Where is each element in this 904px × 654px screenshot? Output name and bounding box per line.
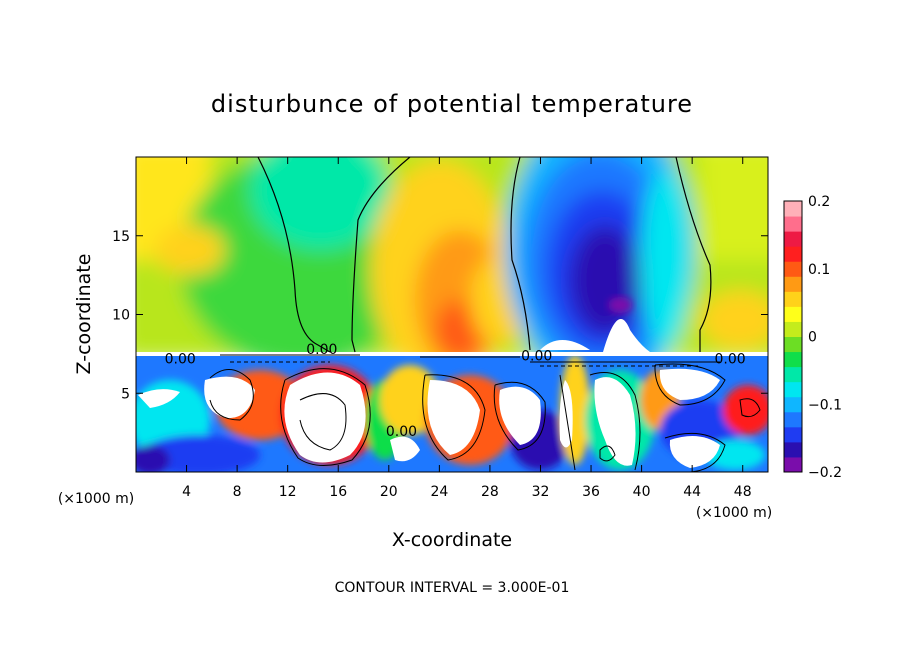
x-tick-label: 28 [481,484,499,500]
y-axis: 5 10 15 [112,229,768,402]
colorbar-swatch [784,246,802,262]
x-tick-label: 12 [279,484,297,500]
x-tick-label: 40 [633,484,651,500]
white-plume [603,319,650,352]
colorbar-swatch [784,366,802,383]
colorbar-swatch [784,336,802,353]
y-tick-label: 15 [112,229,130,245]
inversion-contours [220,354,720,367]
colorbar-swatch [784,441,802,458]
x-tick-label: 44 [683,484,701,500]
contour-label: 0.00 [714,352,745,368]
lower-field [136,355,768,472]
colorbar-swatch [784,261,802,277]
x-tick-label: 20 [380,484,398,500]
colorbar-swatch [784,216,802,232]
z-unit-label: (×1000 m) [58,491,134,507]
min-core [608,297,632,313]
contour-label: 0.00 [386,424,417,440]
contour-label: 0.00 [165,352,196,368]
colorbar-frame [783,200,803,473]
colorbar-tick-label: 0.2 [808,194,830,210]
colorbar-swatch [784,381,802,398]
colorbar-swatch [784,396,802,413]
plot-area [136,157,768,472]
colorbar-tick-label: 0.1 [808,262,830,278]
upper-field [136,157,768,390]
x-tick-label: 4 [182,484,191,500]
x-axis: 4 8 12 16 20 24 28 32 36 40 44 48 [182,157,752,500]
x-tick-label: 8 [233,484,242,500]
zero-contour [257,157,712,353]
colorbar-swatch [784,456,802,473]
colorbar-swatch [784,231,802,247]
x-tick-label: 32 [532,484,550,500]
contour-labels: 0.00 0.00 0.00 0.00 0.00 [165,342,746,440]
colorbar-swatch [784,321,802,337]
colorbar-swatch [784,426,802,443]
x-unit-label: (×1000 m) [696,505,772,521]
colorbar-swatch [784,201,802,217]
colorbar-tick-label: 0 [808,330,817,346]
white-plume-2 [540,340,590,350]
contour-interval-note: CONTOUR INTERVAL = 3.000E-01 [335,580,570,596]
colorbar-swatch [784,276,802,292]
colorbar: 0.2 0.1 0 −0.1 −0.2 [783,194,842,481]
y-tick-label: 5 [121,386,130,402]
colorbar-swatch [784,351,802,368]
chart-title: disturbunce of potential temperature [211,90,693,118]
contour-label: 0.00 [521,348,552,364]
x-axis-label: X-coordinate [392,529,512,551]
inversion-band [136,352,768,356]
y-axis-label: Z-coordinate [73,254,95,375]
y-tick-label: 10 [112,308,130,324]
colorbar-swatch [784,411,802,428]
contour-label: 0.00 [306,342,337,358]
colorbar-tick-label: −0.2 [808,465,842,481]
x-tick-label: 24 [430,484,448,500]
colorbar-swatch [784,306,802,322]
x-tick-label: 16 [329,484,347,500]
colorbar-tick-label: −0.1 [808,397,842,413]
x-tick-label: 36 [582,484,600,500]
colorbar-swatch [784,291,802,307]
x-tick-label: 48 [734,484,752,500]
